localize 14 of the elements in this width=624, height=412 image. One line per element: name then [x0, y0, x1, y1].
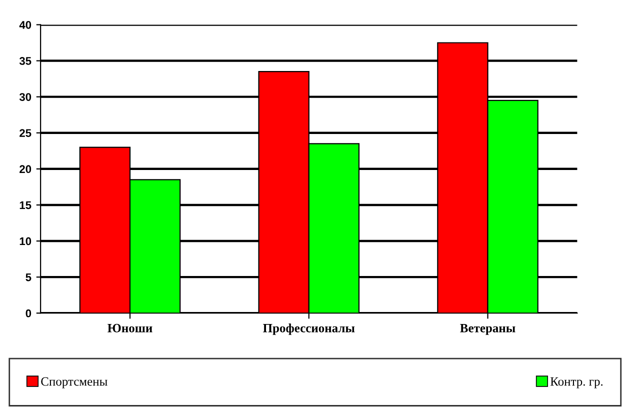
legend-label: Контр. гр.: [550, 377, 603, 388]
y-tick-label: 25: [20, 129, 32, 138]
y-tick-label: 10: [20, 237, 32, 246]
y-tick-label: 5: [26, 273, 32, 282]
x-tick-label: Юноши: [108, 324, 152, 332]
y-tick-label: 40: [19, 20, 32, 29]
x-tick-label: Профессионалы: [263, 324, 355, 335]
y-tick-label: 30: [19, 93, 32, 101]
y-tick-label: 15: [20, 201, 32, 210]
y-tick-label: 20: [20, 165, 32, 174]
x-tick-label: Ветераны: [460, 324, 516, 335]
y-tick-label: 0: [26, 309, 32, 318]
y-tick-label: 35: [19, 57, 32, 65]
legend-label: Спортсмены: [41, 377, 108, 388]
